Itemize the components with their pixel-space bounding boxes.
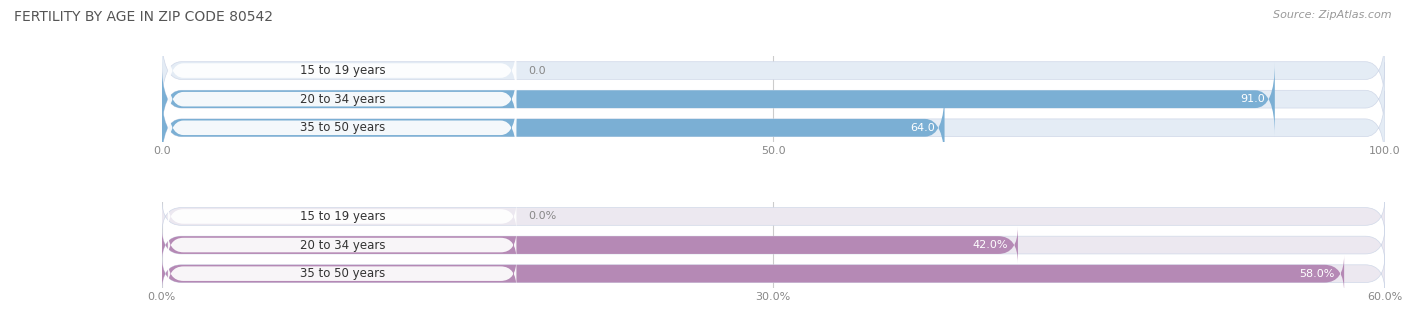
FancyBboxPatch shape [167,70,516,128]
FancyBboxPatch shape [162,198,1385,235]
FancyBboxPatch shape [167,230,516,260]
Text: 15 to 19 years: 15 to 19 years [299,64,385,77]
Text: 15 to 19 years: 15 to 19 years [299,210,385,223]
Text: 42.0%: 42.0% [973,240,1008,250]
FancyBboxPatch shape [162,91,1385,165]
Text: 35 to 50 years: 35 to 50 years [299,267,385,280]
Text: 0.0: 0.0 [529,66,547,75]
FancyBboxPatch shape [162,255,1344,292]
FancyBboxPatch shape [162,226,1018,264]
Text: Source: ZipAtlas.com: Source: ZipAtlas.com [1274,10,1392,20]
Text: 35 to 50 years: 35 to 50 years [299,121,385,134]
Text: 91.0: 91.0 [1240,94,1265,104]
FancyBboxPatch shape [162,34,1385,108]
Text: 64.0: 64.0 [910,123,935,133]
FancyBboxPatch shape [162,62,1275,136]
FancyBboxPatch shape [167,202,516,231]
FancyBboxPatch shape [162,91,945,165]
FancyBboxPatch shape [167,98,516,157]
FancyBboxPatch shape [167,41,516,100]
Text: 20 to 34 years: 20 to 34 years [299,239,385,252]
Text: 58.0%: 58.0% [1299,269,1334,279]
Text: 20 to 34 years: 20 to 34 years [299,93,385,106]
Text: 0.0%: 0.0% [529,212,557,221]
FancyBboxPatch shape [162,226,1385,264]
Text: FERTILITY BY AGE IN ZIP CODE 80542: FERTILITY BY AGE IN ZIP CODE 80542 [14,10,273,24]
FancyBboxPatch shape [162,62,1385,136]
FancyBboxPatch shape [167,259,516,288]
FancyBboxPatch shape [162,255,1385,292]
